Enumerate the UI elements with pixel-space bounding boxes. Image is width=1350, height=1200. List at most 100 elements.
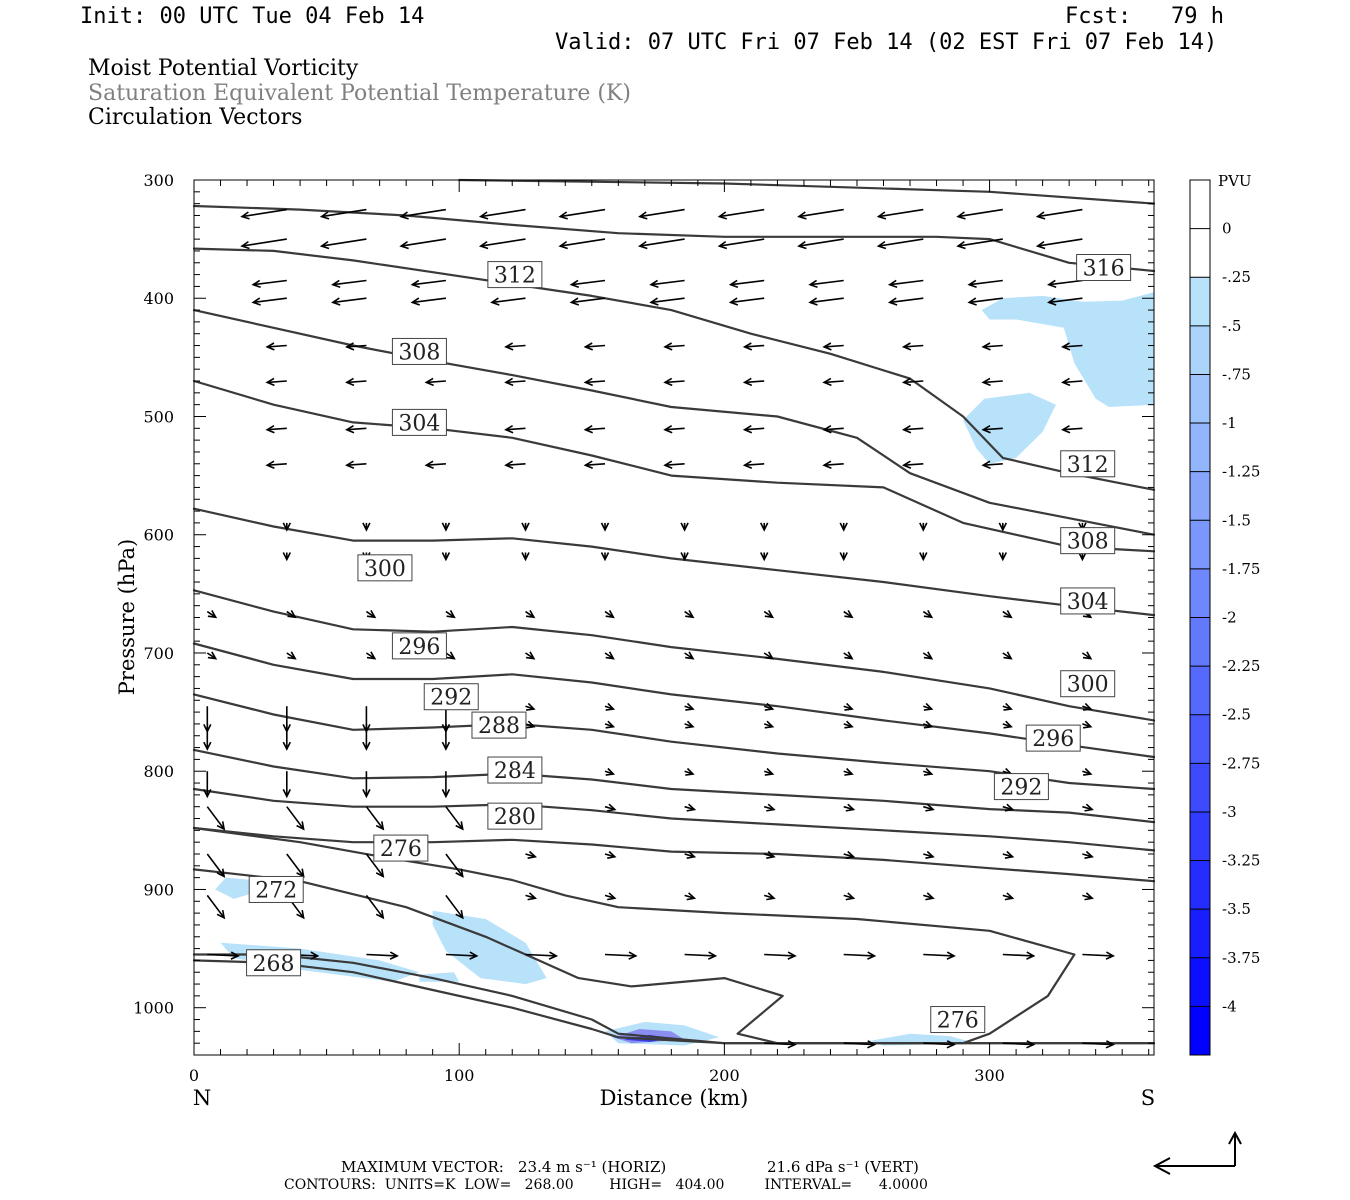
circulation-vector [445, 806, 464, 831]
field-label-mpv: Moist Potential Vorticity [88, 56, 359, 81]
theta-contour-layer [192, 178, 1156, 1045]
colorbar-label: -1.25 [1222, 463, 1260, 481]
colorbar-unit: PVU [1218, 172, 1252, 190]
circulation-vector [1047, 279, 1083, 289]
circulation-vector [282, 723, 292, 751]
circulation-vector [764, 1040, 797, 1049]
circulation-vector [1082, 892, 1094, 901]
circulation-vector [901, 460, 924, 469]
circulation-vector [742, 342, 765, 351]
colorbar-segment [1190, 957, 1210, 1007]
circulation-vector [684, 850, 697, 859]
circulation-vector [441, 771, 451, 799]
circulation-vector [441, 723, 451, 751]
circulation-vector [684, 892, 697, 901]
contour-288 [192, 748, 1156, 824]
circulation-vector [808, 279, 844, 289]
mpv-region-3 [215, 877, 258, 899]
circulation-vector [1002, 720, 1013, 729]
y-tick-label: 700 [143, 644, 174, 663]
circulation-vector [839, 522, 848, 532]
circulation-vector [319, 238, 367, 250]
circulation-vector [967, 297, 1003, 306]
contour-312 [192, 309, 1156, 536]
svg-text:292: 292 [430, 686, 472, 711]
contour-304 [192, 507, 1156, 617]
circulation-vector [331, 297, 367, 306]
circulation-vector [286, 806, 305, 831]
circulation-vector [763, 651, 775, 660]
circulation-vector [887, 297, 924, 306]
valid-time: Valid: 07 UTC Fri 07 Feb 14 (02 EST Fri … [555, 30, 1218, 55]
colorbar-label: -3.25 [1222, 852, 1260, 870]
svg-text:284: 284 [494, 759, 536, 784]
circulation-vector [345, 425, 367, 434]
colorbar-segment [1190, 520, 1210, 570]
circulation-vector [604, 702, 616, 711]
south-end-label: S [1141, 1086, 1155, 1110]
svg-text:276: 276 [380, 837, 422, 862]
circulation-vector [923, 702, 934, 711]
circulation-vector [763, 850, 776, 859]
colorbar-label: -.25 [1222, 268, 1251, 286]
circulation-vector [558, 238, 606, 250]
contour-label-280: 280 [487, 802, 543, 830]
colorbar-segment [1190, 374, 1210, 424]
circulation-vector [956, 208, 1003, 220]
circulation-vector [445, 610, 456, 619]
colorbar-label: -3 [1222, 803, 1237, 821]
circulation-vector [1082, 702, 1093, 711]
circulation-vector [822, 342, 844, 351]
circulation-vector [981, 342, 1003, 351]
circulation-vector [759, 552, 769, 562]
colorbar-segment [1190, 714, 1210, 764]
circulation-vector [240, 238, 287, 250]
circulation-vector [365, 610, 377, 619]
svg-text:280: 280 [494, 805, 536, 830]
circulation-vector [504, 377, 526, 387]
colorbar-segment [1190, 763, 1210, 813]
max-vector-vert: 21.6 dPa s⁻¹ (VERT) [767, 1158, 919, 1176]
forecast-hour: Fcst: 79 h [1065, 4, 1224, 29]
circulation-vector [1047, 297, 1083, 306]
circulation-vector [362, 522, 371, 532]
circulation-vector [399, 238, 447, 250]
circulation-vector [265, 342, 287, 351]
circulation-vector [843, 1040, 877, 1049]
circulation-vector [265, 425, 287, 434]
circulation-vector [843, 850, 856, 859]
colorbar-segment [1190, 180, 1210, 230]
circulation-vector [742, 377, 765, 387]
colorbar-label: -2.75 [1222, 754, 1260, 772]
colorbar-segment [1190, 811, 1210, 861]
circulation-vector [1002, 1040, 1036, 1049]
circulation-vector [525, 702, 536, 711]
circulation-vector [822, 460, 844, 469]
circulation-vector [923, 850, 935, 859]
colorbar-label: -.75 [1222, 365, 1251, 383]
circulation-vector [604, 951, 638, 960]
colorbar-label: -2 [1222, 609, 1237, 627]
circulation-vector [365, 894, 385, 920]
x-tick-label: 0 [189, 1066, 199, 1085]
circulation-vector [203, 723, 212, 751]
colorbar-segment [1190, 471, 1210, 521]
circulation-vector [265, 460, 287, 469]
circulation-vector [684, 651, 695, 660]
circulation-vector [876, 208, 924, 220]
circulation-vector [843, 651, 854, 660]
contour-label-268: 268 [246, 949, 302, 977]
circulation-vector [923, 803, 935, 812]
circulation-vector [399, 208, 447, 220]
circulation-vector [684, 803, 697, 812]
contour-label-300: 300 [357, 554, 413, 582]
circulation-vector [265, 377, 287, 387]
circulation-vector [345, 377, 367, 387]
contour-label-288: 288 [471, 711, 527, 739]
field-label-theta: Saturation Equivalent Potential Temperat… [88, 81, 631, 106]
y-tick-label: 500 [143, 407, 174, 426]
svg-text:308: 308 [1067, 530, 1109, 555]
circulation-vector [843, 767, 854, 776]
